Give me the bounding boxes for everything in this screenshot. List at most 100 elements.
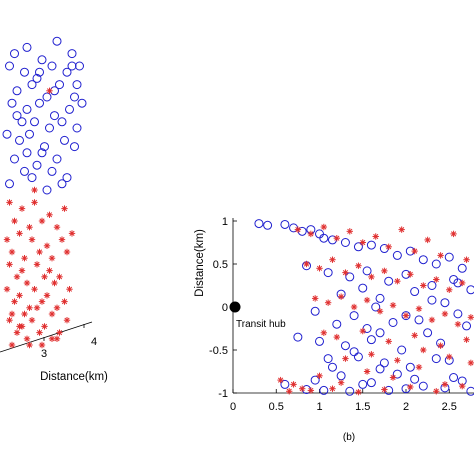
panel-b-point-circle	[392, 250, 402, 260]
panel-b-point-asterisk	[363, 296, 371, 304]
panel-a-point-circle	[37, 148, 47, 158]
panel-b-point-circle	[384, 276, 394, 286]
panel-a-point-circle	[52, 36, 62, 46]
panel-b-point-asterisk	[290, 381, 297, 388]
panel-a-point-asterisk	[18, 267, 26, 274]
panel-b-point-asterisk	[407, 383, 414, 391]
panel-a-point-circle	[5, 179, 14, 189]
panel-b-point-asterisk	[407, 271, 414, 278]
panel-a-point-circle	[57, 179, 67, 189]
panel-a-point-circle	[47, 61, 57, 71]
panel-b-point-asterisk	[329, 256, 336, 263]
panel-b-point-asterisk	[355, 388, 362, 396]
panel-a-point-asterisk	[33, 304, 41, 311]
panel-b-point-asterisk	[385, 338, 392, 345]
panel-a-point-circle	[60, 135, 69, 145]
panel-b-x-tick-label: 0	[230, 401, 236, 413]
panel-b-point-asterisk	[463, 336, 470, 343]
panel-b-point-asterisk	[398, 226, 405, 233]
panel-b-y-tick-label: 1	[222, 216, 228, 228]
panel-a-point-asterisk	[8, 310, 16, 318]
panel-b-point-circle	[410, 374, 420, 384]
panel-a-point-asterisk	[8, 248, 16, 256]
panel-a-point-asterisk	[6, 199, 13, 206]
panel-a-point-asterisk	[23, 335, 31, 342]
panel-b-point-circle	[353, 242, 363, 252]
panel-a-point-circle	[12, 111, 22, 121]
panel-a-point-asterisk	[56, 329, 63, 336]
panel-a-point-circle	[12, 86, 22, 96]
panel-a-point-circle	[72, 80, 82, 90]
panel-b-point-asterisk	[450, 230, 457, 238]
panel-b-point-circle	[349, 347, 359, 357]
panel-b-y-tick-label: 0.5	[213, 259, 228, 271]
panel-a-point-asterisk	[18, 205, 26, 212]
panel-a-point-circle	[62, 173, 72, 183]
panel-a-point-circle	[22, 42, 32, 52]
panel-a-point-circle	[57, 117, 67, 127]
panel-b-x-tick-label: 0.5	[269, 401, 284, 413]
panel-b-point-asterisk	[337, 379, 345, 386]
panel-b-point-asterisk	[385, 243, 392, 250]
panel-b-point-asterisk	[459, 279, 466, 287]
panel-a-tick-label-4: 4	[91, 336, 97, 348]
panel-a-point-circle	[52, 154, 62, 164]
panel-b-point-circle	[392, 369, 402, 379]
panel-a-point-asterisk	[36, 329, 43, 336]
panel-b-point-circle	[418, 255, 428, 265]
panel-b-point-asterisk	[441, 310, 449, 318]
panel-b-point-asterisk	[277, 376, 284, 384]
panel-b-point-asterisk	[467, 314, 474, 321]
panel-a-point-asterisk	[38, 217, 46, 225]
panel-b-point-circle	[462, 321, 472, 331]
panel-a-point-asterisk	[26, 224, 33, 231]
panel-b-point-asterisk	[329, 385, 336, 392]
panel-a-point-circle	[30, 117, 39, 127]
panel-b-point-circle	[444, 252, 454, 262]
panel-a-point-circle	[65, 104, 74, 114]
panel-b-point-asterisk	[415, 305, 423, 312]
panel-a-point-circle	[32, 73, 42, 83]
panel-b-point-asterisk	[381, 267, 388, 275]
panel-b-point-circle	[466, 386, 474, 396]
panel-b-point-circle	[449, 373, 459, 383]
panel-b-point-asterisk	[394, 357, 401, 364]
panel-b-point-asterisk	[368, 351, 375, 358]
panel-b-point-asterisk	[342, 269, 349, 276]
panel-a-point-circle	[10, 49, 19, 59]
panel-a-point-circle	[45, 123, 54, 133]
panel-b-point-circle	[345, 386, 355, 396]
panel-b-point-circle	[431, 354, 441, 364]
panel-b-point-asterisk	[433, 388, 440, 395]
panel-b-point-asterisk	[463, 256, 470, 263]
panel-b-point-circle	[358, 379, 368, 389]
panel-b-point-asterisk	[320, 329, 328, 336]
panel-b-point-circle	[418, 381, 428, 391]
panel-a-point-asterisk	[33, 261, 41, 268]
panel-b-point-circle	[327, 362, 337, 372]
panel-a-point-asterisk	[21, 310, 28, 318]
panel-b-point-asterisk	[394, 278, 401, 285]
panel-b-scatter: 1 0.5 0 -0.5 -1 0 0.5 1 1.5 2 2.5 Distance(km) Tr…	[194, 216, 474, 443]
panel-a-point-circle	[10, 154, 19, 164]
panel-b-point-asterisk	[424, 236, 431, 244]
panel-a-point-asterisk	[68, 230, 76, 237]
panel-a-point-asterisk	[8, 341, 16, 349]
panel-b-point-circle	[366, 378, 376, 388]
panel-b-point-circle	[310, 306, 320, 316]
panel-a-point-asterisk	[13, 273, 21, 280]
panel-b-point-circle	[254, 219, 264, 229]
panel-b-point-circle	[349, 311, 359, 321]
panel-a-point-circle	[17, 117, 27, 127]
panel-b-point-asterisk	[368, 273, 375, 281]
panel-b-point-asterisk	[333, 235, 340, 242]
panel-b-points	[254, 219, 474, 396]
panel-a-3d-scatter: 3 4 Distance(km)	[0, 36, 108, 383]
panel-b-point-circle	[336, 371, 346, 381]
panel-a-tick-label-3: 3	[41, 348, 47, 360]
panel-a-point-asterisk	[66, 286, 73, 293]
panel-b-point-circle	[414, 315, 424, 325]
panel-b-x-tick-label: 2	[403, 401, 409, 413]
panel-a-point-circle	[22, 104, 32, 114]
panel-a-point-circle	[70, 142, 79, 152]
